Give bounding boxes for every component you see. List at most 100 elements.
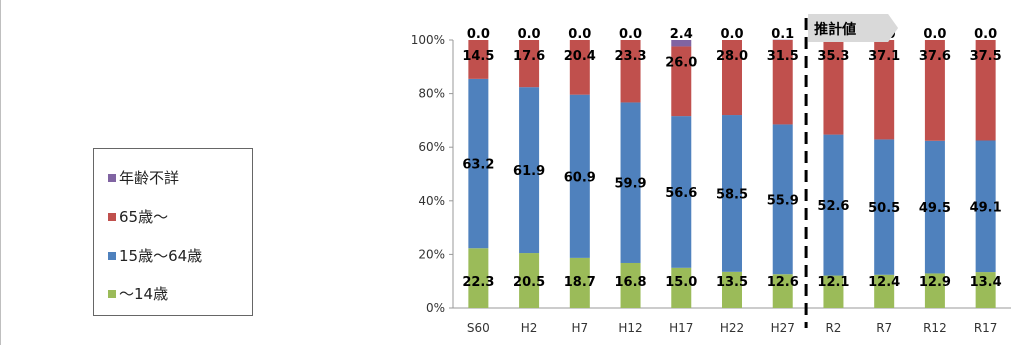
bar-segment xyxy=(823,40,844,135)
legend-swatch-under14 xyxy=(108,289,116,298)
data-label: 0.0 xyxy=(974,27,997,42)
data-label: 58.5 xyxy=(716,187,748,202)
bar-segment xyxy=(722,115,742,272)
data-label: 20.4 xyxy=(564,49,596,64)
bar-segment xyxy=(924,140,945,274)
data-label: 15.0 xyxy=(665,275,697,290)
legend-label-65plus: 65歳〜 xyxy=(119,208,169,226)
data-label: 16.8 xyxy=(615,275,647,290)
data-label: 56.6 xyxy=(665,186,697,201)
bar-segment xyxy=(569,40,590,95)
data-label: 59.9 xyxy=(615,177,647,192)
bar-segment xyxy=(468,78,489,249)
legend-swatch-unknown xyxy=(108,173,116,182)
estimate-arrow xyxy=(808,14,899,42)
y-tick-label: 0% xyxy=(426,301,445,315)
data-label: 0.1 xyxy=(771,27,794,42)
bar-segment xyxy=(874,274,895,308)
x-tick-label: H17 xyxy=(669,321,693,335)
legend-item-under14: 〜14歳 xyxy=(108,283,168,304)
data-label: 50.5 xyxy=(868,201,900,216)
x-tick-label: R7 xyxy=(876,321,892,335)
data-label: 20.5 xyxy=(513,275,545,290)
bar-segment xyxy=(975,272,996,308)
y-tick-label: 20% xyxy=(418,247,445,261)
legend-label-under14: 〜14歳 xyxy=(119,285,169,303)
legend-swatch-65plus xyxy=(108,212,116,221)
legend-label-15-64: 15歳〜64歳 xyxy=(119,247,203,265)
legend: 年齢不詳 65歳〜 15歳〜64歳 〜14歳 xyxy=(93,148,253,316)
bar-segment xyxy=(772,274,793,308)
bar-segment xyxy=(874,139,895,275)
data-label: 0.0 xyxy=(568,27,591,42)
legend-item-65plus: 65歳〜 xyxy=(108,206,168,227)
y-tick-label: 60% xyxy=(418,140,445,154)
bar-segment xyxy=(975,140,996,273)
data-label: 28.0 xyxy=(716,49,748,64)
data-label: 2.4 xyxy=(670,27,693,42)
x-tick-label: H22 xyxy=(720,321,744,335)
estimate-label: 推計値 xyxy=(814,21,856,38)
bar-segment xyxy=(823,134,844,276)
data-label: 35.3 xyxy=(817,49,849,64)
data-label: 52.6 xyxy=(817,199,849,214)
data-label: 12.6 xyxy=(767,275,799,290)
data-label: 12.9 xyxy=(919,275,951,290)
bar-segment xyxy=(671,40,692,47)
x-tick-label: R2 xyxy=(825,321,841,335)
data-label: 13.5 xyxy=(716,275,748,290)
data-label: 22.3 xyxy=(462,275,494,290)
x-tick-label: H27 xyxy=(771,321,795,335)
data-label: 49.5 xyxy=(919,201,951,216)
data-label: 49.1 xyxy=(970,200,1002,215)
data-label: 31.5 xyxy=(767,49,799,64)
legend-label-unknown: 年齢不詳 xyxy=(119,169,180,187)
bar-segment xyxy=(924,40,945,141)
data-label: 0.0 xyxy=(619,27,642,42)
data-label: 17.6 xyxy=(513,49,545,64)
data-label: 63.2 xyxy=(462,158,494,173)
data-label: 12.1 xyxy=(817,275,849,290)
data-label: 26.0 xyxy=(665,55,697,70)
bar-segment xyxy=(772,40,793,125)
bar-segment xyxy=(620,40,641,103)
data-label: 0.0 xyxy=(923,27,946,42)
data-label: 60.9 xyxy=(564,170,596,185)
data-label: 37.1 xyxy=(868,49,900,64)
bar-segment xyxy=(772,124,793,275)
bar-segment xyxy=(569,94,590,258)
data-label: 18.7 xyxy=(564,275,596,290)
data-label: 0.0 xyxy=(467,27,490,42)
data-label: 37.6 xyxy=(919,49,951,64)
legend-swatch-15-64 xyxy=(108,251,116,260)
bar-segment xyxy=(722,271,742,308)
bar-segment xyxy=(924,273,945,308)
x-tick-label: H12 xyxy=(618,321,642,335)
bar-segment xyxy=(874,40,895,140)
bar-segment xyxy=(468,40,489,79)
y-tick-label: 40% xyxy=(418,194,445,208)
legend-item-unknown: 年齢不詳 xyxy=(108,167,179,188)
bar-segment xyxy=(519,253,540,308)
bar-segment xyxy=(671,116,692,268)
bar-segment xyxy=(823,275,844,308)
x-tick-label: R12 xyxy=(923,321,947,335)
data-label: 23.3 xyxy=(615,49,647,64)
bar-segment xyxy=(468,248,489,308)
x-tick-label: R17 xyxy=(974,321,998,335)
y-tick-label: 80% xyxy=(418,87,445,101)
bar-segment xyxy=(569,257,590,308)
bar-segment xyxy=(722,40,742,116)
x-tick-label: H7 xyxy=(571,321,588,335)
data-label: 55.9 xyxy=(767,193,799,208)
data-label: 37.5 xyxy=(970,49,1002,64)
bar-segment xyxy=(671,267,692,308)
data-label: 0.0 xyxy=(518,27,541,42)
bar-segment xyxy=(620,102,641,263)
data-label: 12.4 xyxy=(868,275,900,290)
data-label: 14.5 xyxy=(462,49,494,64)
bar-segment xyxy=(620,262,641,308)
bar-segment xyxy=(975,40,996,141)
data-label: 0.0 xyxy=(720,27,743,42)
